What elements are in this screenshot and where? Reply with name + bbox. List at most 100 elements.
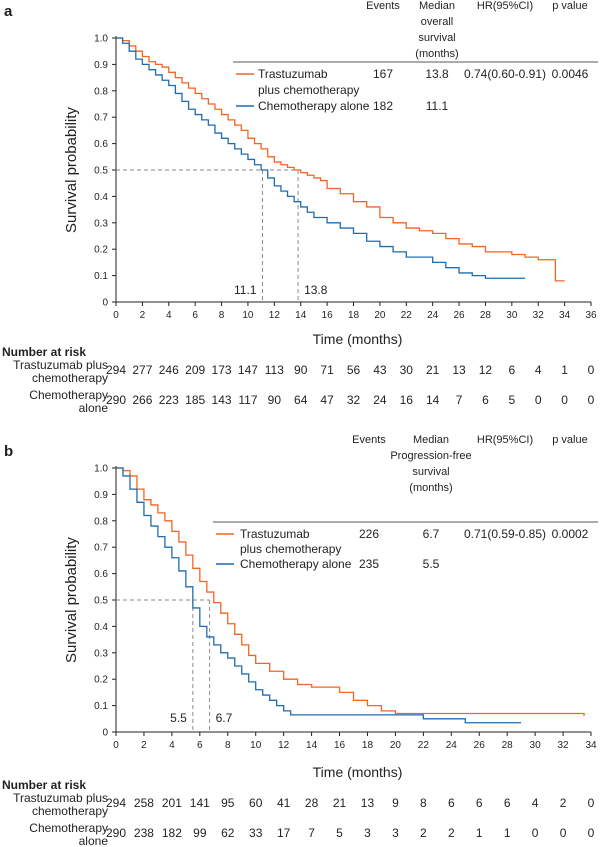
x-tick-label: 24 bbox=[427, 310, 439, 321]
table-header-median: Median bbox=[413, 434, 449, 446]
risk-value: 277 bbox=[132, 363, 152, 377]
risk-value: 290 bbox=[106, 393, 126, 407]
risk-value: 113 bbox=[265, 363, 284, 377]
risk-value: 9 bbox=[392, 796, 399, 810]
median-value: 11.1 bbox=[426, 99, 449, 113]
risk-value: 266 bbox=[132, 393, 152, 407]
risk-value: 1 bbox=[561, 363, 568, 377]
table-header-p: p value bbox=[552, 434, 587, 446]
x-tick-label: 8 bbox=[225, 740, 231, 751]
x-tick-label: 34 bbox=[585, 740, 597, 751]
risk-value: 4 bbox=[535, 363, 542, 377]
risk-row-label: alone bbox=[79, 834, 109, 847]
risk-row-label: Trastuzumab plus bbox=[13, 791, 108, 805]
x-tick-label: 6 bbox=[192, 310, 198, 321]
risk-value: 185 bbox=[185, 393, 205, 407]
x-tick-label: 30 bbox=[506, 310, 518, 321]
median-label: 6.7 bbox=[216, 711, 233, 725]
risk-value: 223 bbox=[159, 393, 179, 407]
events-value: 235 bbox=[359, 557, 379, 571]
risk-value: 21 bbox=[333, 796, 347, 810]
risk-value: 1 bbox=[504, 826, 511, 840]
risk-value: 5 bbox=[508, 393, 515, 407]
risk-value: 147 bbox=[238, 363, 258, 377]
x-tick-label: 20 bbox=[374, 310, 386, 321]
risk-value: 0 bbox=[532, 826, 539, 840]
table-header-hr: HR(95%CI) bbox=[477, 434, 533, 446]
y-tick-label: 0.9 bbox=[94, 60, 108, 71]
x-tick-label: 34 bbox=[559, 310, 571, 321]
risk-value: 0 bbox=[535, 393, 542, 407]
risk-value: 3 bbox=[392, 826, 399, 840]
risk-value: 99 bbox=[193, 826, 207, 840]
hr-value: 0.71(0.59-0.85) bbox=[464, 527, 546, 541]
y-tick-label: 0.6 bbox=[94, 139, 108, 150]
risk-value: 182 bbox=[162, 826, 182, 840]
y-tick-label: 0.2 bbox=[94, 675, 108, 686]
y-tick-label: 0.5 bbox=[94, 596, 108, 607]
risk-value: 24 bbox=[373, 393, 387, 407]
x-tick-label: 30 bbox=[530, 740, 542, 751]
x-tick-label: 28 bbox=[480, 310, 492, 321]
risk-value: 7 bbox=[308, 826, 315, 840]
y-tick-label: 0.3 bbox=[94, 218, 108, 229]
risk-value: 95 bbox=[221, 796, 235, 810]
y-tick-label: 0.4 bbox=[94, 622, 108, 633]
table-header-median: survival bbox=[412, 466, 449, 478]
risk-row-label: Trastuzumab plus bbox=[13, 358, 108, 372]
x-tick-label: 24 bbox=[446, 740, 458, 751]
x-tick-label: 6 bbox=[197, 740, 203, 751]
y-tick-label: 0.3 bbox=[94, 648, 108, 659]
x-tick-label: 16 bbox=[334, 740, 346, 751]
risk-value: 0 bbox=[560, 826, 567, 840]
risk-value: 173 bbox=[212, 363, 232, 377]
x-tick-label: 12 bbox=[269, 310, 281, 321]
risk-value: 41 bbox=[277, 796, 291, 810]
x-tick-label: 0 bbox=[113, 310, 119, 321]
risk-value: 16 bbox=[400, 393, 414, 407]
risk-value: 90 bbox=[268, 393, 282, 407]
table-header-hr: HR(95%CI) bbox=[477, 0, 533, 12]
risk-row-label: chemotherapy bbox=[32, 804, 108, 818]
risk-value: 5 bbox=[336, 826, 343, 840]
risk-value: 117 bbox=[238, 393, 257, 407]
risk-value: 238 bbox=[134, 826, 154, 840]
x-tick-label: 16 bbox=[322, 310, 334, 321]
x-tick-label: 32 bbox=[557, 740, 569, 751]
risk-value: 294 bbox=[106, 796, 126, 810]
km-curve-chemo bbox=[116, 37, 526, 279]
risk-row-label: Chemotherapy bbox=[29, 821, 108, 835]
risk-value: 209 bbox=[185, 363, 205, 377]
y-axis-label: Survival probability bbox=[63, 107, 80, 233]
risk-value: 28 bbox=[305, 796, 319, 810]
risk-value: 201 bbox=[162, 796, 182, 810]
y-tick-label: 1.0 bbox=[94, 34, 108, 45]
y-tick-label: 0.6 bbox=[94, 569, 108, 580]
legend-label-chemo: Chemotherapy alone bbox=[258, 99, 370, 113]
y-tick-label: 0.1 bbox=[94, 271, 108, 282]
risk-value: 2 bbox=[560, 796, 567, 810]
risk-value: 90 bbox=[294, 363, 308, 377]
risk-table-title: Number at risk bbox=[2, 345, 86, 359]
y-tick-label: 0 bbox=[102, 298, 108, 309]
median-label: 13.8 bbox=[304, 283, 328, 297]
events-value: 167 bbox=[373, 67, 393, 81]
risk-value: 143 bbox=[212, 393, 232, 407]
risk-value: 1 bbox=[476, 826, 483, 840]
risk-value: 294 bbox=[106, 363, 126, 377]
x-tick-label: 18 bbox=[348, 310, 360, 321]
km-curve-trastuzumab bbox=[116, 467, 585, 717]
x-tick-label: 0 bbox=[113, 740, 119, 751]
y-tick-label: 1.0 bbox=[94, 464, 108, 475]
risk-row-label: Chemotherapy bbox=[29, 388, 108, 402]
risk-value: 64 bbox=[294, 393, 308, 407]
y-tick-label: 0.5 bbox=[94, 166, 108, 177]
table-header-median: (months) bbox=[409, 482, 452, 494]
km-curve-chemo bbox=[116, 467, 522, 724]
hr-value: 0.74(0.60-0.91) bbox=[464, 67, 546, 81]
panel-label: b bbox=[4, 443, 13, 460]
p-value: 0.0046 bbox=[552, 67, 589, 81]
x-tick-label: 14 bbox=[306, 740, 318, 751]
x-tick-label: 12 bbox=[278, 740, 290, 751]
table-header-median: overall bbox=[421, 16, 453, 28]
